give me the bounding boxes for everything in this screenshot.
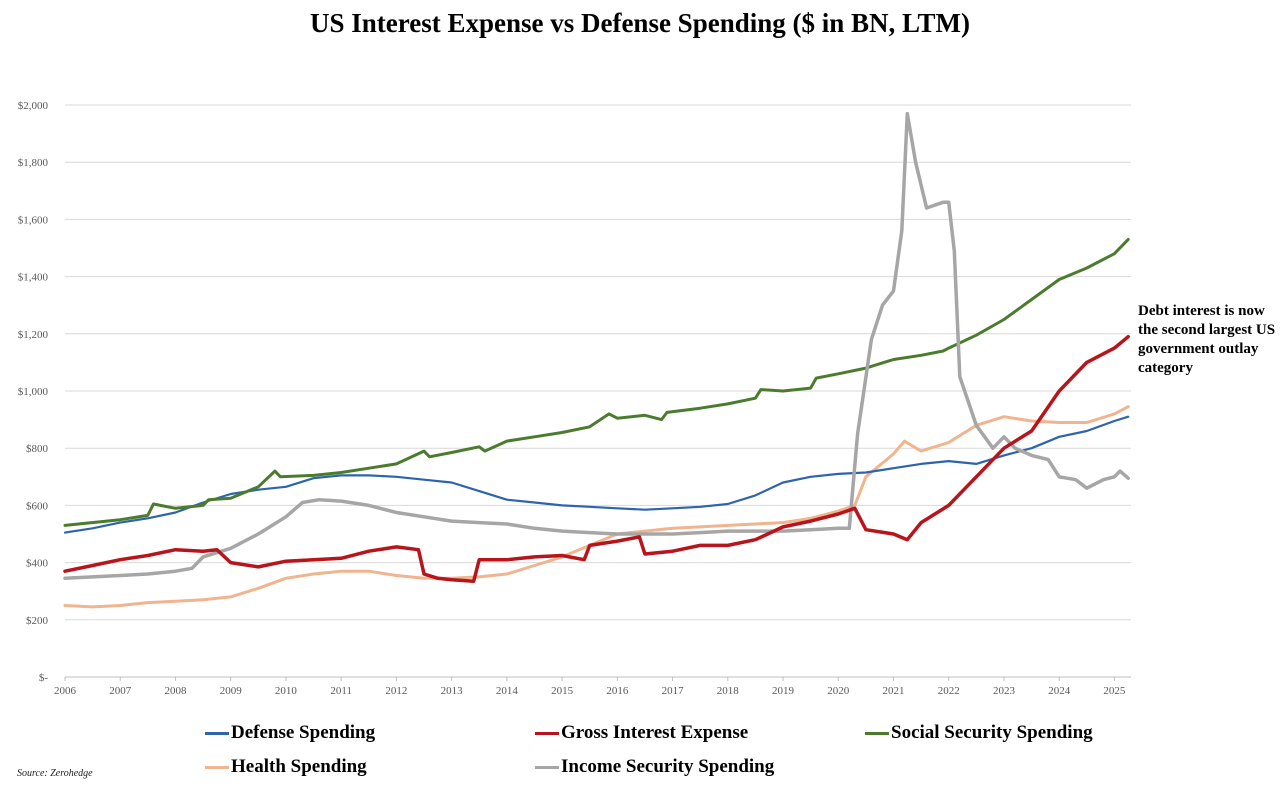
x-tick-label: 2022: [938, 685, 960, 697]
y-tick-label: $1,200: [18, 329, 49, 341]
y-tick-label: $1,800: [18, 157, 49, 169]
y-tick-label: $600: [26, 500, 49, 512]
y-tick-label: $200: [26, 615, 49, 627]
x-tick-label: 2019: [772, 685, 795, 697]
x-tick-label: 2010: [275, 685, 298, 697]
y-tick-label: $800: [26, 443, 49, 455]
x-tick-label: 2011: [330, 685, 352, 697]
source-note: Source: Zerohedge: [17, 768, 93, 779]
x-tick-label: 2024: [1048, 685, 1071, 697]
y-tick-label: $1,600: [18, 214, 49, 226]
x-tick-label: 2016: [606, 685, 629, 697]
series-lines: [63, 111, 1130, 609]
x-tick-label: 2025: [1103, 685, 1126, 697]
series-line-social-security-spending: [63, 237, 1130, 527]
x-tick-label: 2015: [551, 685, 574, 697]
axes: $- $200 $400 $600 $800 $1,000 $1,200 $1,400 $1,6…: [18, 100, 1131, 697]
y-tick-label: $1,000: [18, 386, 49, 398]
series-line-gross-interest-expense: [63, 334, 1130, 583]
x-tick-label: 2014: [496, 685, 519, 697]
x-tick-label: 2017: [662, 685, 685, 697]
gridlines: [65, 104, 1131, 678]
x-tick-label: 2013: [441, 685, 464, 697]
x-tick-label: 2012: [385, 685, 407, 697]
y-tick-label: $2,000: [18, 100, 49, 112]
x-tick-label: 2021: [882, 685, 904, 697]
y-tick-label: $400: [26, 558, 49, 570]
x-tick-label: 2018: [717, 685, 740, 697]
x-tick-label: 2023: [993, 685, 1016, 697]
series-line-defense-spending: [63, 415, 1130, 534]
annotation-text: Debt interest is now the second largest …: [1138, 303, 1276, 376]
chart-title: US Interest Expense vs Defense Spending …: [309, 8, 971, 38]
y-tick-label: $-: [39, 672, 49, 684]
x-tick-label: 2008: [164, 685, 187, 697]
x-tick-label: 2007: [109, 685, 132, 697]
series-line-income-security-spending: [63, 111, 1130, 581]
x-tick-label: 2009: [220, 685, 243, 697]
x-tick-label: 2020: [827, 685, 850, 697]
y-tick-label: $1,400: [18, 272, 49, 284]
x-tick-label: 2006: [54, 685, 77, 697]
